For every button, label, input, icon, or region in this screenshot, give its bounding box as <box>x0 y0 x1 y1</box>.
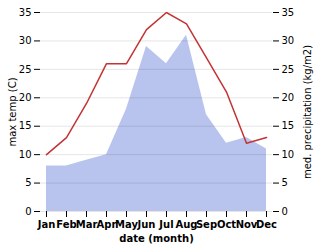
svg-text:0: 0 <box>282 206 288 217</box>
svg-text:Sep: Sep <box>196 219 217 230</box>
svg-text:Mar: Mar <box>76 219 98 230</box>
svg-text:25: 25 <box>282 64 295 75</box>
svg-text:Dec: Dec <box>256 219 277 230</box>
svg-text:Apr: Apr <box>97 219 117 230</box>
svg-text:date (month): date (month) <box>119 233 193 244</box>
svg-text:Jul: Jul <box>158 219 173 230</box>
svg-text:30: 30 <box>19 35 32 46</box>
svg-text:20: 20 <box>19 92 32 103</box>
svg-text:Jan: Jan <box>37 219 56 230</box>
svg-text:Jun: Jun <box>137 219 156 230</box>
svg-text:Feb: Feb <box>56 219 76 230</box>
svg-text:10: 10 <box>282 149 295 160</box>
svg-text:Oct: Oct <box>217 219 236 230</box>
svg-text:10: 10 <box>19 149 32 160</box>
svg-text:0: 0 <box>25 206 31 217</box>
svg-text:max temp (C): max temp (C) <box>7 77 18 146</box>
svg-text:30: 30 <box>282 35 295 46</box>
svg-text:May: May <box>115 219 138 230</box>
svg-text:Aug: Aug <box>175 219 197 230</box>
svg-text:15: 15 <box>282 120 295 131</box>
svg-text:35: 35 <box>19 7 32 18</box>
svg-text:20: 20 <box>282 92 295 103</box>
svg-text:Nov: Nov <box>236 219 258 230</box>
svg-text:25: 25 <box>19 64 32 75</box>
svg-text:5: 5 <box>282 177 288 188</box>
svg-text:med. precipitation (kg/m2): med. precipitation (kg/m2) <box>302 45 313 179</box>
svg-text:15: 15 <box>19 120 32 131</box>
svg-text:35: 35 <box>282 7 295 18</box>
svg-text:5: 5 <box>25 177 31 188</box>
